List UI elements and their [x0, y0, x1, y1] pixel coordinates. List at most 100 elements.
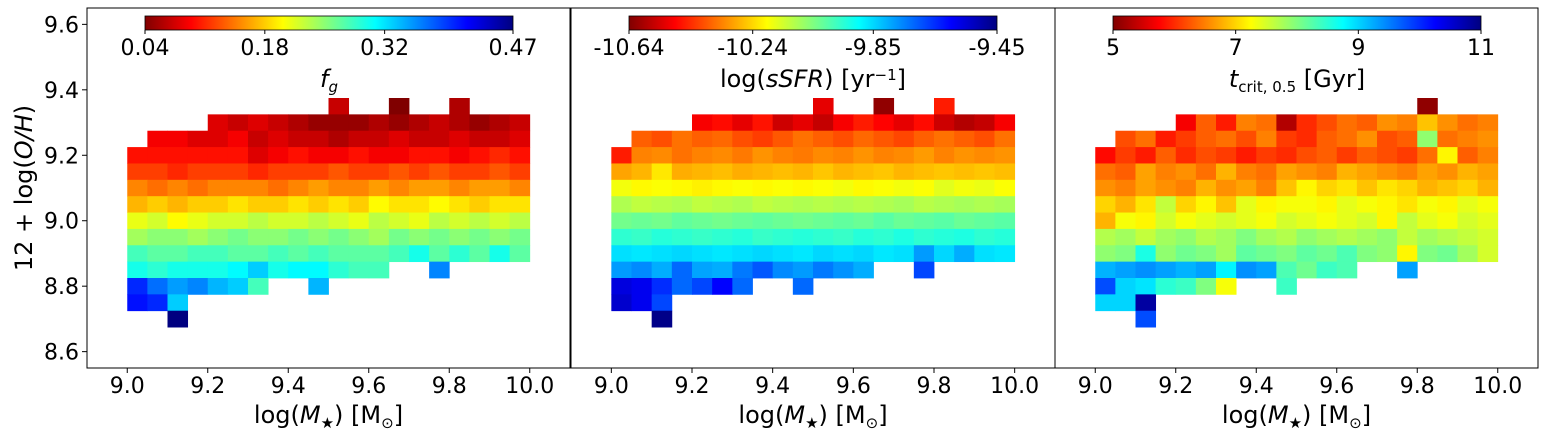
label-part: ★	[1289, 414, 1302, 432]
x-tick-label: 10.0	[1473, 374, 1522, 399]
heatmap-cell	[1236, 114, 1257, 132]
heatmap-cell	[853, 179, 874, 197]
heatmap-cell	[268, 163, 289, 181]
heatmap-cell	[752, 245, 774, 263]
heatmap-cell	[489, 245, 511, 263]
heatmap-cell	[1437, 163, 1458, 181]
heatmap-cell	[1195, 147, 1217, 164]
heatmap-cell	[611, 278, 632, 295]
x-tick-label: 9.6	[1319, 374, 1354, 399]
heatmap-cell	[409, 114, 430, 132]
heatmap-cell	[752, 163, 774, 181]
heatmap-cell	[509, 245, 531, 263]
heatmap-cell	[1115, 147, 1136, 164]
heatmap-cell	[1397, 212, 1418, 230]
heatmap-cell	[348, 130, 370, 148]
heatmap-cell	[651, 310, 673, 328]
heatmap-cell	[813, 212, 834, 230]
heatmap-cell	[268, 261, 289, 279]
heatmap-cell	[974, 147, 995, 164]
heatmap-cell	[833, 147, 854, 164]
heatmap-cell	[308, 278, 329, 295]
heatmap-cell	[1477, 114, 1499, 132]
heatmap-cell	[1115, 163, 1136, 181]
heatmap-cell	[348, 261, 370, 279]
heatmap-cell	[974, 212, 995, 230]
heatmap-cell	[207, 196, 229, 213]
label-part: O/H	[10, 114, 38, 159]
heatmap-cell	[792, 228, 814, 246]
heatmap-cell	[692, 147, 713, 164]
heatmap-cell	[1477, 196, 1499, 213]
heatmap-cell	[994, 196, 1016, 213]
heatmap-cell	[954, 179, 975, 197]
heatmap-cell	[1356, 245, 1378, 263]
heatmap-cell	[248, 179, 269, 197]
heatmap-cell	[1296, 196, 1318, 213]
heatmap-cell	[913, 245, 935, 263]
heatmap-cell	[1477, 245, 1499, 263]
heatmap-cell	[227, 245, 249, 263]
heatmap-cell	[348, 163, 370, 181]
heatmap-cell	[934, 163, 955, 181]
heatmap-cell	[692, 130, 713, 148]
heatmap-cell	[631, 147, 653, 164]
heatmap-cell	[509, 196, 531, 213]
heatmap-cell	[308, 196, 329, 213]
label-part: log(	[720, 65, 766, 93]
heatmap-cell	[772, 228, 794, 246]
heatmap-cell	[833, 196, 854, 213]
heatmap-cell	[853, 130, 874, 148]
heatmap-cell	[449, 163, 470, 181]
label-part: g	[328, 78, 338, 96]
heatmap-cell	[1336, 179, 1358, 197]
heatmap-cell	[1195, 212, 1217, 230]
heatmap-cell	[429, 228, 450, 246]
heatmap-cell	[449, 228, 470, 246]
heatmap-cell	[207, 261, 229, 279]
heatmap-cell	[1135, 261, 1157, 279]
heatmap-cell	[1095, 212, 1116, 230]
heatmap-cell	[1155, 179, 1177, 197]
colorbar-tick-label: 5	[1106, 36, 1120, 61]
heatmap-cell	[409, 212, 430, 230]
label-part: ]	[897, 65, 906, 93]
heatmap-cell	[893, 130, 915, 148]
heatmap-cell	[1336, 196, 1358, 213]
heatmap-cell	[147, 278, 168, 295]
heatmap-cell	[288, 196, 309, 213]
heatmap-cell	[187, 179, 209, 197]
heatmap-cell	[1437, 196, 1458, 213]
heatmap-cell	[1195, 261, 1217, 279]
heatmap-cell	[934, 179, 955, 197]
heatmap-cell	[1296, 114, 1318, 132]
heatmap-cell	[1316, 179, 1338, 197]
heatmap-cell	[388, 147, 410, 164]
heatmap-cell	[934, 212, 955, 230]
heatmap-cell	[368, 130, 390, 148]
heatmap-cell	[328, 228, 350, 246]
heatmap-cell	[813, 147, 834, 164]
heatmap-cell	[732, 179, 753, 197]
heatmap-cell	[913, 212, 935, 230]
heatmap-cell	[187, 278, 209, 295]
heatmap-cell	[368, 212, 390, 230]
heatmap-cell	[1296, 261, 1318, 279]
heatmap-cell	[954, 228, 975, 246]
label-part: M	[784, 401, 805, 429]
heatmap-cell	[1276, 179, 1297, 197]
heatmap-cell	[227, 163, 249, 181]
heatmap-cell	[1236, 261, 1257, 279]
heatmap-cell	[813, 163, 834, 181]
heatmap-cell	[1296, 147, 1318, 164]
heatmap-cell	[1477, 163, 1499, 181]
x-tick-label: 10.0	[505, 374, 554, 399]
heatmap-cell	[934, 147, 955, 164]
label-part: ) [M	[334, 401, 381, 429]
heatmap-cell	[469, 147, 490, 164]
heatmap-cell	[469, 196, 490, 213]
heatmap-cell	[1175, 196, 1197, 213]
heatmap-cell	[1397, 130, 1418, 148]
heatmap-cell	[127, 179, 148, 197]
heatmap-cell	[1397, 147, 1418, 164]
